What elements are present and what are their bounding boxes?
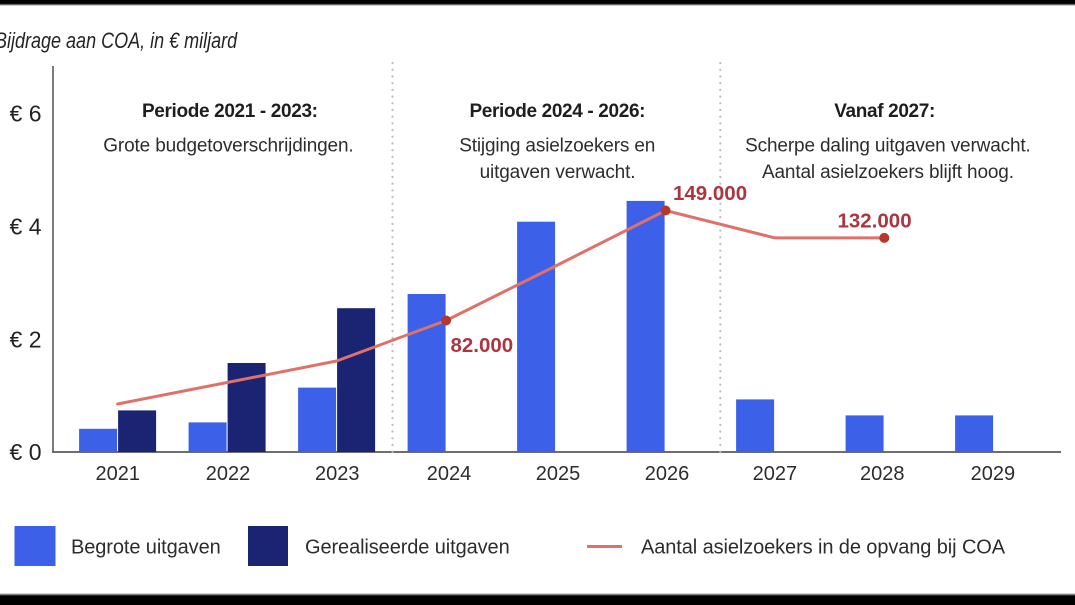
svg-text:Stijging asielzoekers en: Stijging asielzoekers en — [459, 136, 655, 157]
svg-text:2021: 2021 — [96, 463, 141, 485]
svg-text:€ 0: € 0 — [10, 439, 42, 465]
svg-text:Periode 2024 - 2026:: Periode 2024 - 2026: — [469, 101, 645, 122]
svg-text:Vanaf 2027:: Vanaf 2027: — [834, 101, 935, 122]
svg-text:2027: 2027 — [753, 463, 798, 485]
svg-text:2029: 2029 — [971, 463, 1016, 485]
svg-text:uitgaven verwacht.: uitgaven verwacht. — [480, 162, 636, 183]
svg-text:Scherpe daling uitgaven verwac: Scherpe daling uitgaven verwacht. — [745, 136, 1031, 157]
svg-text:Aantal asielzoekers in de opva: Aantal asielzoekers in de opvang bij COA — [641, 537, 1006, 559]
svg-text:Gerealiseerde uitgaven: Gerealiseerde uitgaven — [305, 537, 510, 559]
svg-text:€ 2: € 2 — [10, 327, 42, 353]
svg-text:2028: 2028 — [860, 463, 905, 485]
svg-text:Begrote uitgaven: Begrote uitgaven — [71, 537, 221, 559]
svg-text:Periode 2021 - 2023:: Periode 2021 - 2023: — [142, 101, 318, 122]
svg-text:Grote budgetoverschrijdingen.: Grote budgetoverschrijdingen. — [103, 136, 353, 157]
svg-text:2022: 2022 — [206, 463, 251, 485]
svg-text:132.000: 132.000 — [838, 210, 912, 233]
svg-text:2025: 2025 — [536, 463, 581, 485]
svg-text:2023: 2023 — [315, 463, 360, 485]
svg-text:€ 6: € 6 — [10, 101, 42, 127]
svg-text:Aantal asielzoekers blijft hoo: Aantal asielzoekers blijft hoog. — [762, 162, 1014, 183]
svg-text:2026: 2026 — [645, 463, 690, 485]
svg-text:149.000: 149.000 — [673, 182, 747, 205]
svg-text:2024: 2024 — [427, 463, 472, 485]
svg-text:82.000: 82.000 — [451, 334, 514, 357]
svg-text:€ 4: € 4 — [10, 214, 42, 240]
